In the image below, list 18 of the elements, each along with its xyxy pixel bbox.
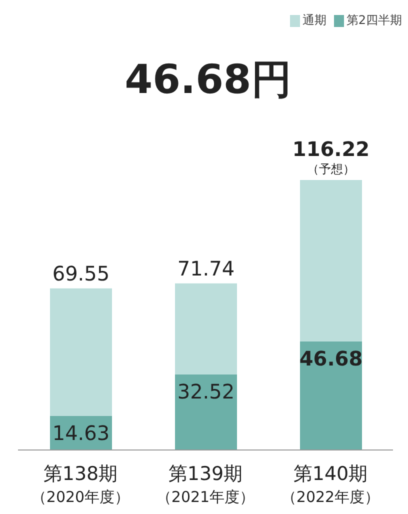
bar (300, 180, 362, 342)
bar (175, 374, 237, 450)
total-label: 116.22 (292, 137, 370, 161)
legend-label: 第2四半期 (345, 12, 402, 29)
x-tick-label: 第140期（2022年度） (281, 463, 380, 506)
legend-label: 通期 (301, 12, 326, 29)
annotation: （予想） (307, 162, 355, 176)
total-label: 71.74 (177, 256, 235, 280)
data-label: 46.68 (299, 346, 363, 371)
x-tick-label: 第138期（2020年度） (31, 463, 130, 506)
bar (300, 342, 362, 450)
total-label: 69.55 (52, 261, 110, 286)
data-label: 32.52 (177, 379, 235, 404)
bar (175, 283, 237, 374)
chart-title: 46.68円 (124, 56, 292, 105)
bar (50, 288, 112, 416)
data-label: 14.63 (52, 421, 110, 446)
x-tick-label: 第139期（2021年度） (156, 463, 255, 506)
